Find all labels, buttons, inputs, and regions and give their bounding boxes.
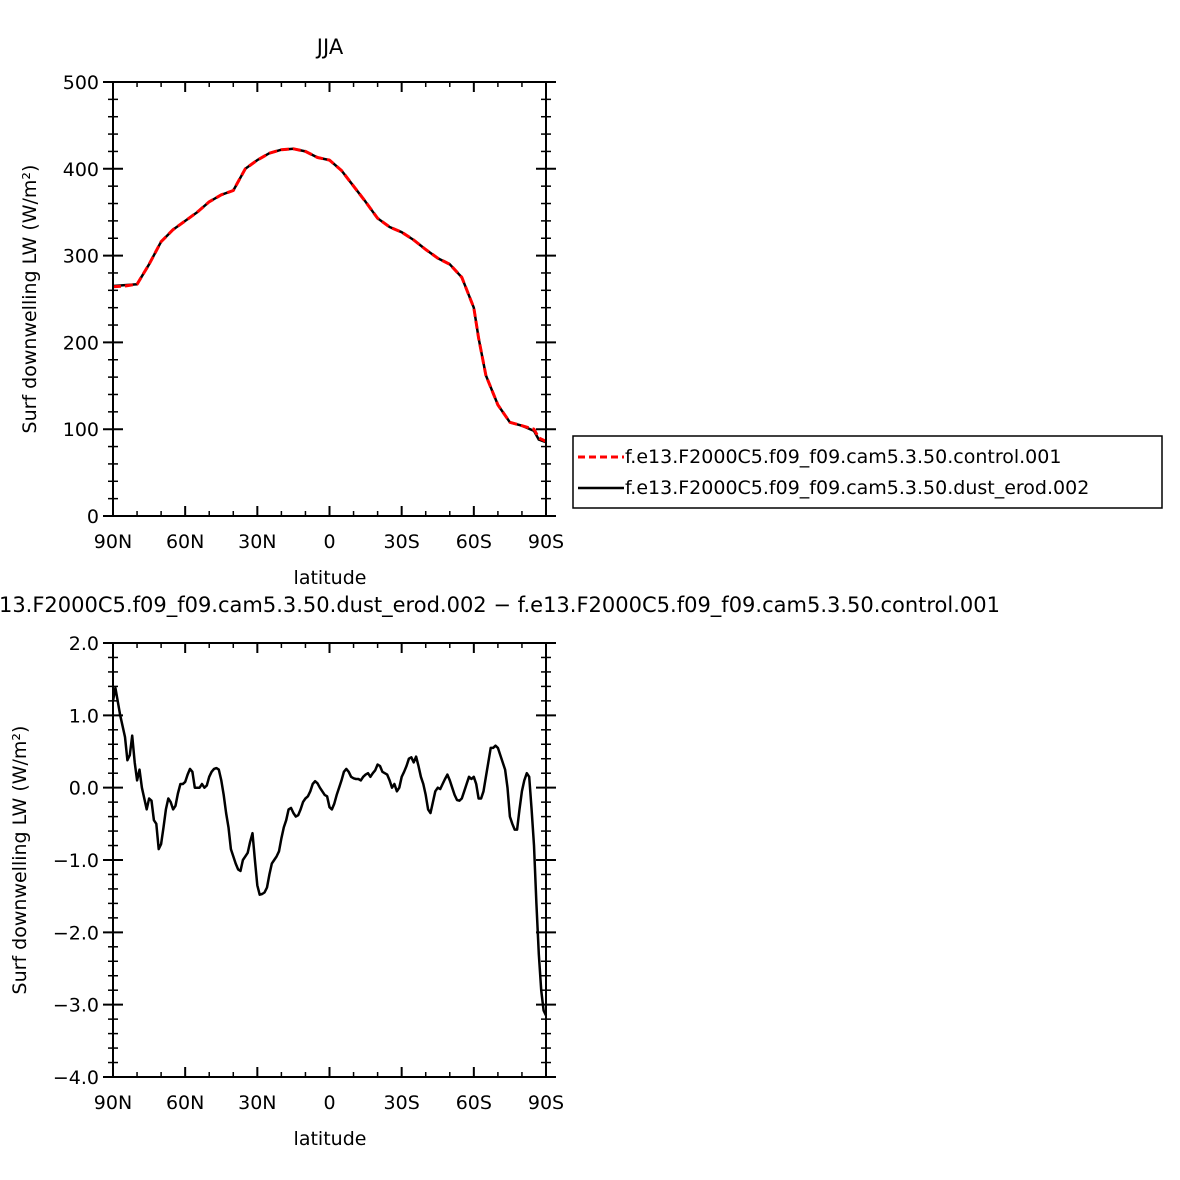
bottom-y-tick-label: −4.0 — [53, 1067, 99, 1089]
top-chart-title: JJA — [315, 35, 344, 59]
bottom-y-tick-label: 2.0 — [69, 633, 99, 655]
top-y-tick-label: 100 — [63, 419, 99, 441]
bottom-y-axis-label: Surf downwelling LW (W/m²) — [9, 726, 31, 995]
bottom-y-tick-label: 1.0 — [69, 705, 99, 727]
bottom-x-tick-label: 90N — [94, 1092, 132, 1114]
bottom-chart-title: f.e13.F2000C5.f09_f09.cam5.3.50.dust_ero… — [0, 593, 1000, 618]
bottom-x-tick-label: 30S — [384, 1092, 420, 1114]
top-x-tick-label: 60N — [166, 531, 204, 553]
top-x-axis-label: latitude — [294, 567, 367, 589]
legend-box — [572, 435, 1163, 509]
top-x-tick-label: 90N — [94, 531, 132, 553]
top-x-tick-label: 90S — [528, 531, 564, 553]
legend: f.e13.F2000C5.f09_f09.cam5.3.50.control.… — [572, 435, 1163, 509]
bottom-series-line-0 — [111, 686, 548, 1017]
top-axis-ticks: 90N 60N 30N 0 30S 60S 90S 0 100 200 300 400 500 — [63, 72, 564, 553]
top-y-tick-label: 500 — [63, 72, 99, 94]
bottom-x-tick-label: 90S — [528, 1092, 564, 1114]
bottom-y-tick-label: −1.0 — [53, 850, 99, 872]
top-series-line-0 — [112, 147, 547, 443]
top-panel: JJA 90N 60N 30N 0 30S 60S 90S0100200300400500 … — [19, 35, 1163, 589]
bottom-x-tick-label: 60N — [166, 1092, 204, 1114]
bottom-axis-ticks: 90N 60N 30N 0 30S 60S 90S −4.0 −3.0 −2.0 −1.0 0.0 1.… — [53, 633, 564, 1114]
top-series-group — [112, 147, 547, 444]
bottom-y-tick-label: −3.0 — [53, 995, 99, 1017]
bottom-y-tick-label: 0.0 — [69, 778, 99, 800]
top-y-tick-label: 0 — [87, 506, 99, 528]
bottom-panel: f.e13.F2000C5.f09_f09.cam5.3.50.dust_ero… — [0, 593, 1000, 1150]
bottom-x-tick-label: 30N — [238, 1092, 276, 1114]
bottom-x-tick-label: 60S — [456, 1092, 492, 1114]
top-x-tick-label: 0 — [323, 531, 335, 553]
legend-label-dust-erod: f.e13.F2000C5.f09_f09.cam5.3.50.dust_ero… — [625, 477, 1089, 499]
top-x-tick-label: 60S — [456, 531, 492, 553]
bottom-x-axis-label: latitude — [294, 1128, 367, 1150]
top-x-tick-label: 30N — [238, 531, 276, 553]
top-y-tick-label: 400 — [63, 159, 99, 181]
top-y-tick-label: 300 — [63, 246, 99, 268]
top-x-tick-label: 30S — [384, 531, 420, 553]
bottom-y-tick-label: −2.0 — [53, 922, 99, 944]
top-y-axis-label: Surf downwelling LW (W/m²) — [19, 165, 41, 434]
top-y-tick-label: 200 — [63, 332, 99, 354]
legend-label-control: f.e13.F2000C5.f09_f09.cam5.3.50.control.… — [625, 446, 1061, 468]
bottom-x-tick-label: 0 — [323, 1092, 335, 1114]
bottom-series-group — [111, 686, 548, 1017]
